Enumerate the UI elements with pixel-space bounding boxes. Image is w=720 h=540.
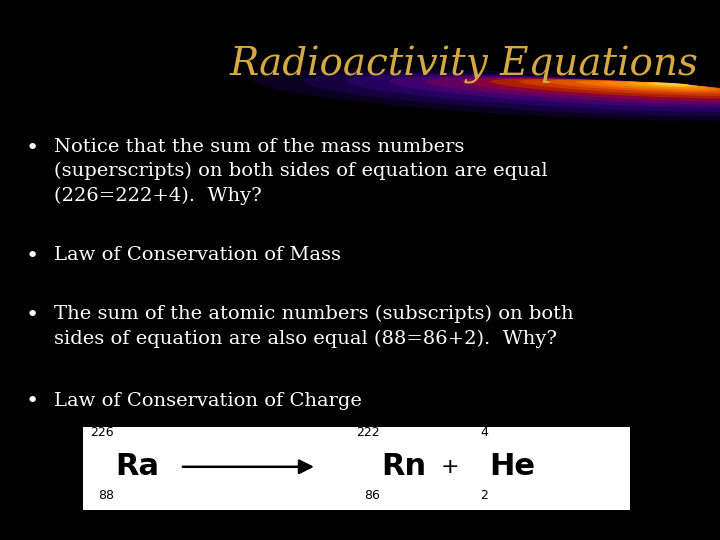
Ellipse shape: [426, 77, 720, 105]
Ellipse shape: [601, 82, 709, 89]
Text: •: •: [26, 246, 39, 266]
Text: •: •: [26, 138, 39, 158]
Ellipse shape: [648, 83, 691, 86]
Text: +: +: [441, 457, 459, 477]
Ellipse shape: [346, 74, 720, 112]
Text: He: He: [490, 453, 536, 481]
Ellipse shape: [303, 72, 720, 117]
Bar: [83, 427, 630, 510]
Text: 4: 4: [480, 426, 488, 438]
Ellipse shape: [626, 82, 698, 87]
Text: 88: 88: [98, 489, 114, 502]
Ellipse shape: [462, 78, 720, 102]
Text: Law of Conservation of Charge: Law of Conservation of Charge: [54, 392, 362, 409]
Text: 222: 222: [356, 426, 380, 438]
Text: Radioactivity Equations: Radioactivity Equations: [230, 46, 698, 84]
Text: Law of Conservation of Mass: Law of Conservation of Mass: [54, 246, 341, 264]
Ellipse shape: [490, 78, 720, 99]
Ellipse shape: [518, 79, 720, 96]
Text: •: •: [26, 305, 39, 325]
Ellipse shape: [253, 68, 720, 121]
Text: Rn: Rn: [382, 453, 427, 481]
Text: Notice that the sum of the mass numbers
(superscripts) on both sides of equation: Notice that the sum of the mass numbers …: [54, 138, 548, 205]
Ellipse shape: [576, 80, 720, 91]
Ellipse shape: [547, 80, 720, 93]
Text: The sum of the atomic numbers (subscripts) on both
sides of equation are also eq: The sum of the atomic numbers (subscript…: [54, 305, 574, 348]
Text: 226: 226: [90, 426, 114, 438]
Text: 86: 86: [364, 489, 380, 502]
Text: 2: 2: [480, 489, 488, 502]
Text: •: •: [26, 392, 39, 411]
Ellipse shape: [390, 76, 720, 108]
Text: Ra: Ra: [115, 453, 159, 481]
